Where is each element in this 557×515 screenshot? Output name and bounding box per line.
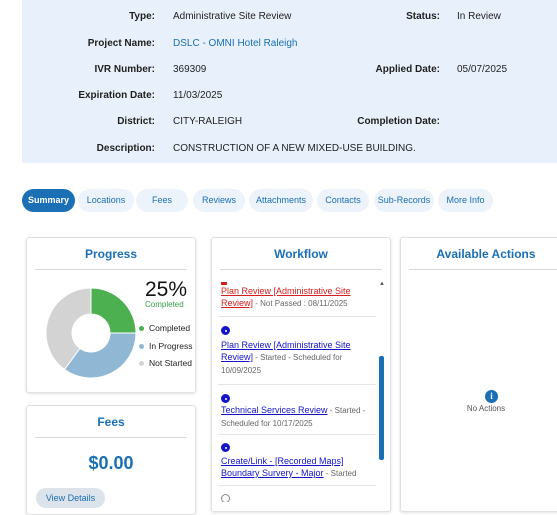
workflow-item-meta: - Started <box>323 469 357 478</box>
expiration-date-value: 11/03/2025 <box>173 90 223 101</box>
workflow-failed-marker <box>221 282 227 285</box>
project-name-label: Project Name: <box>87 38 155 49</box>
expiration-date-label: Expiration Date: <box>78 90 155 101</box>
description-label: Description: <box>96 143 155 154</box>
fees-amount: $0.00 <box>88 453 134 473</box>
donut-slice-in-progress <box>63 332 137 379</box>
project-name-link[interactable]: DSLC - OMNI Hotel Raleigh <box>173 38 298 49</box>
status-label: Status: <box>406 11 440 22</box>
tab-more-info[interactable]: More Info <box>438 189 493 212</box>
legend-dot-not-started <box>139 361 144 367</box>
tab-attachments[interactable]: Attachments <box>249 189 313 212</box>
divider <box>35 269 187 270</box>
workflow-item-title[interactable]: Plan Review [Administrative Site Review] <box>221 286 351 308</box>
legend-label-not-started: Not Started <box>149 358 192 368</box>
type-value: Administrative Site Review <box>173 11 292 22</box>
workflow-item-title[interactable]: Technical Services Review <box>221 405 328 415</box>
no-actions-text: No Actions <box>466 404 506 413</box>
tab-locations[interactable]: Locations <box>78 189 134 212</box>
legend-dot-in-progress <box>139 344 144 350</box>
workflow-list[interactable]: Plan Review [Administrative Site Review]… <box>212 280 388 502</box>
workflow-item: Plan Review [Administrative Site Review]… <box>221 339 371 377</box>
workflow-item: Create/Link - [Recorded Maps] Boundary S… <box>221 455 371 480</box>
divider <box>409 269 557 270</box>
applied-date-value: 05/07/2025 <box>457 64 508 75</box>
donut-slice-completed <box>90 287 137 334</box>
record-details-panel: Type: Administrative Site Review Status:… <box>22 0 557 163</box>
progress-completed-caption: Completed <box>145 300 184 309</box>
workflow-item-meta: - Started - Scheduled for 10/09/2025 <box>221 353 343 375</box>
type-label: Type: <box>129 11 155 22</box>
status-value: In Review <box>457 11 501 22</box>
workflow-scrollbar-thumb[interactable] <box>379 356 384 460</box>
donut-slice-not-started <box>45 287 92 371</box>
workflow-item-title[interactable]: Create/Link - [Recorded Maps] Boundary S… <box>221 456 344 478</box>
available-actions-card: Available Actions i No Actions <box>400 237 557 512</box>
info-icon: i <box>485 390 498 403</box>
legend-in-progress: In Progress <box>139 341 192 351</box>
legend-dot-completed <box>139 326 144 332</box>
workflow-title: Workflow <box>274 247 328 261</box>
fees-title: Fees <box>97 415 125 429</box>
description-value: CONSTRUCTION OF A NEW MIXED-USE BUILDING… <box>173 143 416 154</box>
scroll-up-arrow-icon[interactable]: ▲ <box>379 281 385 287</box>
divider <box>218 384 376 385</box>
divider <box>35 437 187 438</box>
workflow-step-current-icon <box>221 394 230 403</box>
divider <box>218 434 376 435</box>
legend-not-started: Not Started <box>139 358 192 368</box>
view-details-button[interactable]: View Details <box>36 488 105 508</box>
workflow-step-current-icon <box>221 443 230 452</box>
progress-percent: 25% <box>145 278 188 301</box>
workflow-item-meta: - Started - Scheduled for 10/17/2025 <box>221 406 366 428</box>
workflow-item: Plan Review [Administrative Site Review]… <box>221 285 371 310</box>
workflow-item: Technical Services Review - Started - Sc… <box>221 404 371 430</box>
ivr-number-value: 369309 <box>173 64 207 75</box>
legend-completed: Completed <box>139 323 190 333</box>
tab-reviews[interactable]: Reviews <box>193 189 245 212</box>
tab-summary[interactable]: Summary <box>22 189 75 212</box>
workflow-step-current-icon <box>221 326 230 335</box>
tab-sub-records[interactable]: Sub-Records <box>374 189 434 212</box>
tab-contacts[interactable]: Contacts <box>317 189 369 212</box>
workflow-card: Workflow Plan Review [Administrative Sit… <box>211 237 391 512</box>
workflow-item-title[interactable]: Plan Review [Administrative Site Review] <box>221 340 351 362</box>
tab-fees[interactable]: Fees <box>136 189 188 212</box>
ivr-number-label: IVR Number: <box>94 64 155 75</box>
completion-date-label: Completion Date: <box>357 116 440 127</box>
applied-date-label: Applied Date: <box>375 64 440 75</box>
progress-card: Progress 25% Completed Completed In Prog… <box>26 237 196 393</box>
progress-donut-chart <box>45 287 137 379</box>
district-label: District: <box>117 116 155 127</box>
divider <box>218 485 376 486</box>
workflow-item-meta: - Not Passed : 08/11/2025 <box>253 299 348 308</box>
divider <box>218 316 376 317</box>
legend-label-in-progress: In Progress <box>149 341 193 351</box>
legend-label-completed: Completed <box>149 323 191 333</box>
district-value: CITY-RALEIGH <box>173 116 243 127</box>
progress-title: Progress <box>84 247 138 261</box>
workflow-step-pending-icon <box>221 494 230 502</box>
divider <box>220 269 382 270</box>
available-actions-title: Available Actions <box>436 247 536 261</box>
